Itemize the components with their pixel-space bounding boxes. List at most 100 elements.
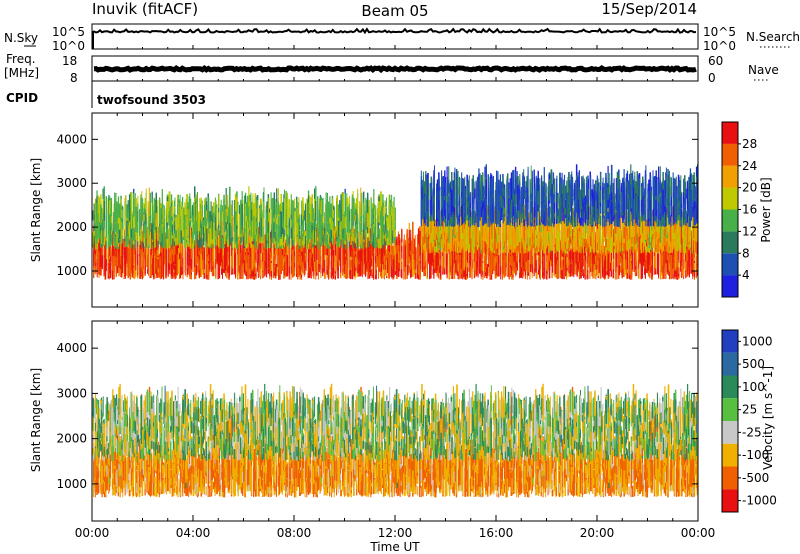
scatter-cell: [459, 242, 461, 253]
scatter-cell: [107, 264, 110, 277]
freq-label-line2: [MHz]: [4, 66, 39, 80]
scatter-cell: [569, 269, 572, 277]
scatter-cell: [159, 258, 161, 278]
scatter-cell: [246, 250, 248, 264]
scatter-cell: [182, 247, 184, 256]
scatter-cell: [326, 257, 328, 270]
scatter-cell: [269, 232, 271, 253]
scatter-cell: [109, 250, 111, 263]
scatter-cell: [157, 259, 159, 269]
scatter-cell: [529, 264, 532, 273]
scatter-cell: [588, 256, 590, 268]
scatter-cell: [260, 259, 262, 269]
scatter-cell: [164, 235, 166, 263]
scatter-cell: [616, 268, 618, 280]
scatter-cell: [112, 241, 114, 256]
scatter-cell: [315, 247, 317, 276]
scatter-cell: [578, 248, 580, 263]
scatter-cell: [235, 245, 237, 266]
scatter-cell: [232, 250, 234, 273]
nave-tick-low: 0: [708, 71, 716, 85]
scatter-cell: [677, 260, 680, 274]
scatter-cell: [253, 235, 256, 261]
scatter-cell: [449, 244, 451, 273]
nsky-panel: N.Sky 10^5 10^0 10^5 10^0 N.Search: [4, 23, 800, 53]
scatter-cell: [527, 249, 529, 261]
scatter-cell: [474, 248, 476, 262]
scatter-cell: [198, 269, 200, 278]
scatter-cell: [180, 259, 182, 271]
scatter-cell: [93, 239, 95, 256]
scatter-cell: [308, 256, 310, 270]
scatter-cell: [245, 254, 247, 268]
scatter-cell: [369, 261, 371, 270]
scatter-cell: [459, 255, 461, 280]
scatter-cell: [647, 249, 650, 271]
scatter-cell: [685, 268, 687, 279]
scatter-cell: [273, 256, 276, 265]
scatter-cell: [660, 244, 663, 273]
scatter-cell: [584, 260, 586, 280]
scatter-cell: [531, 253, 533, 266]
scatter-cell: [396, 236, 398, 254]
scatter-cell: [228, 265, 230, 272]
scatter-cell: [288, 246, 290, 267]
scatter-cell: [337, 260, 339, 279]
scatter-cell: [100, 224, 102, 233]
scatter-cell: [488, 267, 490, 277]
scatter-cell: [137, 221, 139, 234]
scatter-cell: [181, 252, 183, 271]
nsky-trace: [92, 27, 697, 49]
scatter-cell: [255, 253, 257, 263]
scatter-cell: [97, 213, 99, 239]
scatter-cell: [604, 246, 606, 269]
scatter-cell: [130, 229, 132, 245]
scatter-cell: [258, 227, 260, 254]
scatter-cell: [309, 267, 311, 278]
scatter-cell: [688, 243, 690, 271]
scatter-cell: [527, 259, 529, 273]
scatter-cell: [681, 259, 683, 272]
scatter-cell: [92, 210, 94, 221]
scatter-cell: [372, 248, 374, 275]
freq-tick-high: 18: [62, 54, 77, 68]
scatter-cell: [222, 238, 223, 260]
scatter-cell: [682, 253, 685, 280]
scatter-cell: [123, 239, 125, 251]
scatter-cell: [254, 260, 257, 274]
scatter-cell: [264, 234, 266, 261]
scatter-cell: [96, 202, 98, 231]
scatter-cell: [119, 203, 121, 220]
scatter-cell: [318, 264, 320, 273]
scatter-cell: [649, 265, 651, 279]
scatter-cell: [404, 240, 406, 251]
scatter-cell: [132, 239, 134, 266]
scatter-cell: [513, 261, 515, 271]
scatter-cell: [471, 269, 473, 276]
scatter-cell: [260, 247, 262, 271]
scatter-cell: [314, 255, 316, 262]
scatter-cell: [328, 269, 330, 279]
scatter-cell: [137, 204, 139, 218]
scatter-cell: [561, 269, 563, 280]
scatter-cell: [335, 244, 337, 265]
scatter-cell: [596, 252, 598, 266]
scatter-cell: [440, 257, 442, 277]
scatter-cell: [150, 223, 152, 250]
scatter-cell: [237, 251, 239, 279]
scatter-cell: [121, 236, 123, 264]
scatter-cell: [137, 210, 139, 222]
scatter-cell: [556, 264, 558, 279]
scatter-cell: [240, 259, 242, 279]
scatter-cell: [681, 227, 683, 254]
scatter-cell: [419, 235, 421, 255]
scatter-cell: [432, 246, 434, 263]
scatter-cell: [564, 248, 566, 277]
scatter-cell: [569, 263, 572, 271]
scatter-cell: [439, 265, 441, 272]
scatter-cell: [180, 255, 183, 264]
scatter-cell: [430, 253, 432, 271]
scatter-cell: [361, 253, 363, 266]
scatter-cell: [587, 255, 589, 280]
scatter-cell: [607, 253, 610, 277]
